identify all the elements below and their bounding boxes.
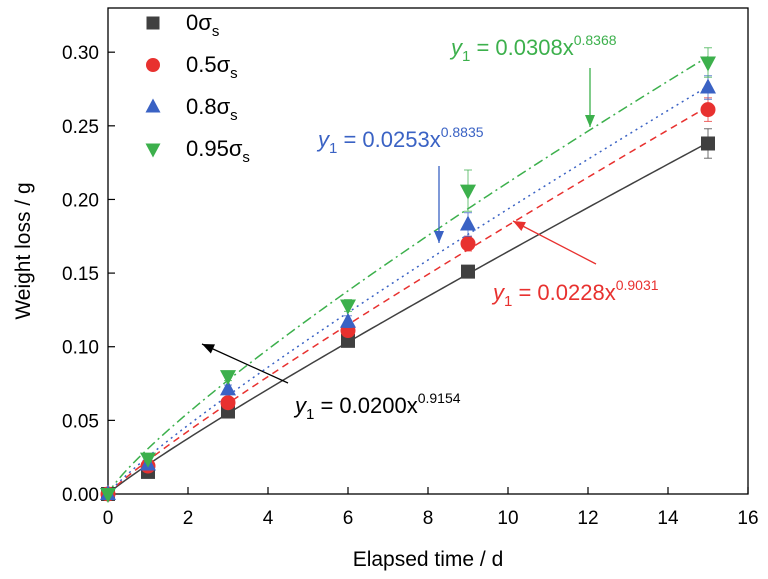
- x-tick-label: 6: [343, 508, 354, 529]
- data-point-3: [340, 299, 356, 315]
- legend-sub: s: [212, 23, 220, 40]
- equation-1: y1 = 0.0228x0.9031: [491, 277, 659, 310]
- legend-sub: s: [230, 107, 238, 124]
- eq-y: y: [293, 393, 308, 418]
- equation-3: y1 = 0.0308x0.8368: [449, 32, 617, 65]
- legend-sub: s: [230, 65, 238, 82]
- eq-main: = 0.0308x: [470, 35, 573, 60]
- plot-frame: [107, 7, 749, 495]
- equation-arrow-0: [201, 343, 289, 384]
- equation-0: y1 = 0.0200x0.9154: [293, 390, 461, 423]
- x-tick-label: 10: [497, 508, 518, 529]
- data-point-3: [460, 184, 476, 200]
- eq-sub: 1: [329, 140, 337, 157]
- eq-main: = 0.0200x: [314, 393, 417, 418]
- y-tick-label: 0.00: [62, 485, 99, 506]
- data-point-2: [220, 380, 236, 396]
- y-tick-label: 0.25: [62, 117, 99, 138]
- fit-curve-2: [107, 85, 709, 495]
- legend-main: 0.95σ: [186, 136, 243, 161]
- eq-exp: 0.9154: [418, 390, 461, 406]
- data-point-1: [460, 236, 476, 252]
- data-point-2: [340, 312, 356, 328]
- equation-2: y1 = 0.0253x0.8835: [316, 124, 484, 157]
- y-tick-label: 0.05: [62, 411, 99, 432]
- x-tick-label: 2: [183, 508, 194, 529]
- data-point-0: [341, 333, 355, 348]
- x-tick-label: 0: [103, 508, 114, 529]
- legend-marker-3: [145, 143, 161, 158]
- data-point-0: [461, 264, 475, 279]
- eq-y: y: [449, 35, 464, 60]
- eq-exp: 0.8368: [574, 32, 617, 48]
- x-tick-label: 8: [423, 508, 434, 529]
- y-axis-title: Weight loss / g: [12, 182, 35, 319]
- data-point-1: [220, 395, 236, 411]
- eq-exp: 0.9031: [616, 277, 659, 293]
- y-tick-label: 0.15: [62, 264, 99, 285]
- legend-label-3: 0.95σs: [186, 136, 250, 166]
- arrow-head: [513, 221, 526, 231]
- data-point-3: [140, 452, 156, 468]
- eq-sub: 1: [504, 293, 512, 310]
- eq-exp: 0.8835: [441, 124, 484, 140]
- x-tick-label: 12: [577, 508, 598, 529]
- eq-y: y: [316, 127, 331, 152]
- legend-label-1: 0.5σs: [186, 52, 238, 82]
- fit-curve-3: [107, 56, 709, 495]
- x-tick-label: 14: [657, 508, 679, 529]
- eq-main: = 0.0253x: [337, 127, 440, 152]
- y-tick-label: 0.20: [62, 190, 99, 211]
- data-point-3: [700, 56, 716, 72]
- data-point-0: [701, 136, 715, 151]
- eq-sub: 1: [306, 406, 314, 423]
- data-point-2: [460, 215, 476, 231]
- legend-main: 0σ: [186, 10, 212, 35]
- equation-arrow-1: [512, 220, 597, 265]
- arrow-head: [585, 115, 595, 127]
- arrow-head: [202, 344, 215, 354]
- data-point-3: [220, 370, 236, 386]
- x-axis-title: Elapsed time / d: [353, 548, 504, 571]
- legend-marker-1: [146, 58, 160, 72]
- fit-curve-0: [107, 141, 709, 495]
- legend-marker-2: [145, 98, 161, 113]
- fit-curve-1: [107, 105, 709, 495]
- y-tick-label: 0.10: [62, 338, 99, 359]
- x-tick-label: 4: [263, 508, 274, 529]
- data-point-2: [700, 78, 716, 94]
- eq-sub: 1: [462, 48, 470, 65]
- arrow-head: [434, 231, 444, 243]
- legend-label-0: 0σs: [186, 10, 219, 40]
- eq-main: = 0.0228x: [512, 280, 615, 305]
- legend-main: 0.5σ: [186, 52, 231, 77]
- legend-label-2: 0.8σs: [186, 94, 238, 124]
- x-tick-label: 16: [737, 508, 758, 529]
- data-point-3: [100, 488, 116, 503]
- legend-sub: s: [242, 149, 250, 166]
- data-point-1: [700, 102, 716, 118]
- y-tick-label: 0.30: [62, 43, 99, 64]
- legend-main: 0.8σ: [186, 94, 231, 119]
- legend-marker-0: [146, 16, 160, 30]
- eq-y: y: [491, 280, 506, 305]
